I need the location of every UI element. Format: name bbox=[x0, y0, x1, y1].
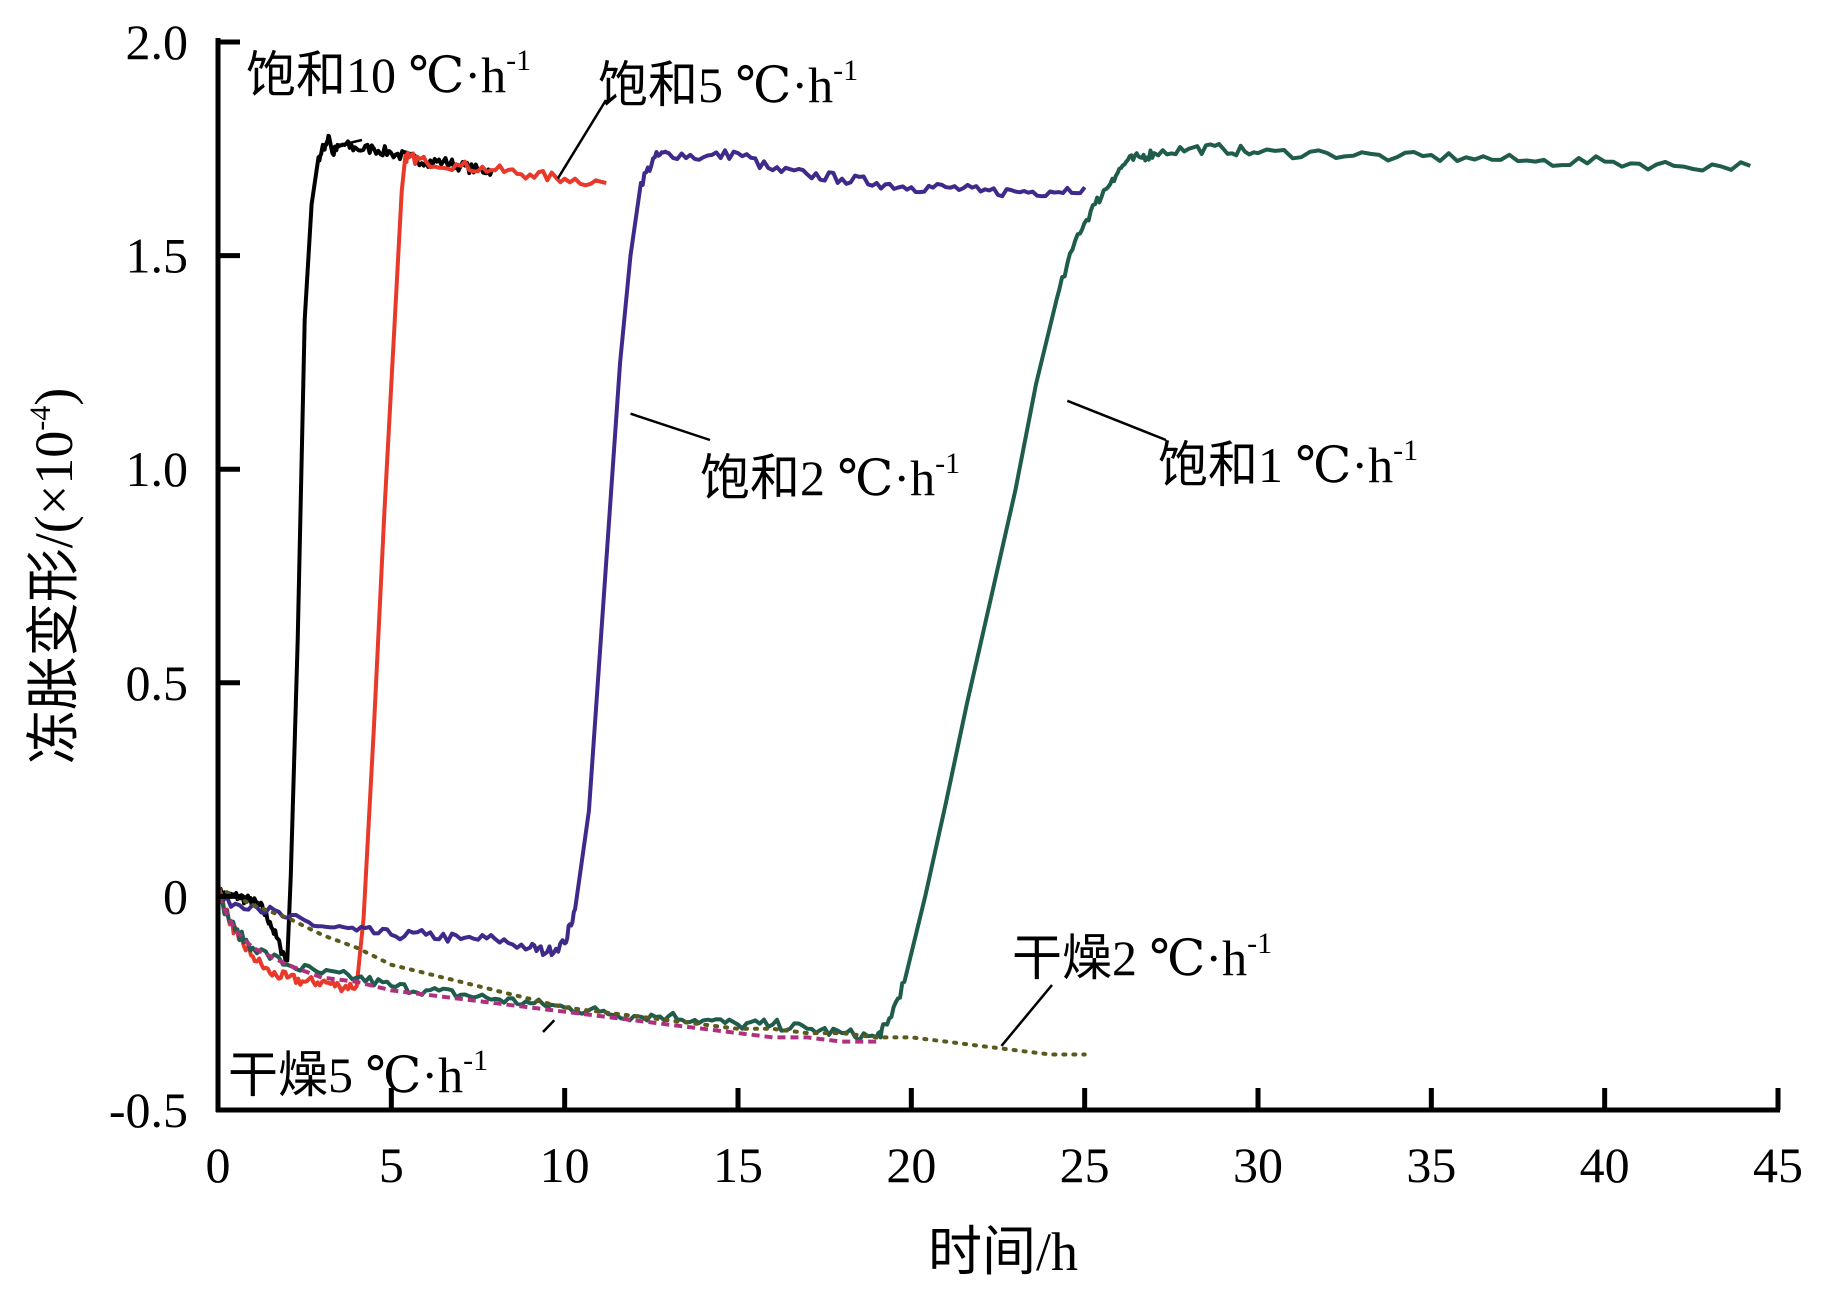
series-labels: 饱和10 ℃·h-1 饱和5 ℃·h-1 饱和2 ℃·h-1 饱和1 ℃·h-1… bbox=[228, 44, 1418, 1103]
series-label-sat1: 饱和1 ℃·h-1 bbox=[1158, 434, 1418, 493]
plot-area: 0 5 10 15 20 25 30 35 40 45 -0.5 0 0.5 1.0 1.5 2.0 bbox=[109, 14, 1803, 1193]
leader-line-sat5 bbox=[556, 99, 608, 180]
x-tick-label: 0 bbox=[206, 1137, 231, 1193]
series-label-sat10-sup: -1 bbox=[506, 44, 531, 77]
label-leaders bbox=[342, 99, 1167, 1047]
series-label-sat2: 饱和2 ℃·h-1 bbox=[700, 447, 960, 506]
leader-line-dry5 bbox=[542, 1019, 556, 1033]
series-label-sat10-main: 饱和10 ℃·h bbox=[246, 47, 506, 103]
y-axis-title-main: 冻胀变形/(×10 bbox=[24, 431, 84, 764]
series-label-sat1-main: 饱和1 ℃·h bbox=[1158, 437, 1393, 493]
series-label-dry5-main: 干燥5 ℃·h bbox=[228, 1047, 463, 1103]
series-line-dry2 bbox=[216, 885, 1087, 1057]
y-axis-title-tail: ) bbox=[24, 388, 84, 406]
series-line-sat1 bbox=[217, 142, 1752, 1043]
series-label-sat5-main: 饱和5 ℃·h bbox=[598, 57, 833, 113]
leader-line-dry2 bbox=[1000, 984, 1053, 1047]
series-line-sat2 bbox=[217, 148, 1087, 958]
leader-line-sat2 bbox=[630, 412, 711, 442]
leader-line-sat1 bbox=[1066, 399, 1167, 442]
y-tick-label: 0 bbox=[163, 868, 188, 924]
x-tick-label: 45 bbox=[1753, 1137, 1803, 1193]
x-tick-label: 25 bbox=[1060, 1137, 1110, 1193]
x-tick-label: 40 bbox=[1580, 1137, 1630, 1193]
x-tick-label: 35 bbox=[1406, 1137, 1456, 1193]
y-axis-title-sup: -4 bbox=[24, 406, 57, 431]
series-label-dry2-sup: -1 bbox=[1247, 927, 1272, 960]
y-tick-label: 1.0 bbox=[126, 441, 189, 497]
leader-line-sat10 bbox=[342, 138, 363, 146]
series-label-dry2: 干燥2 ℃·h-1 bbox=[1012, 927, 1272, 986]
x-tick-label: 15 bbox=[713, 1137, 763, 1193]
series-label-sat5: 饱和5 ℃·h-1 bbox=[598, 54, 858, 113]
y-tick-label: 1.5 bbox=[126, 228, 189, 284]
series-label-sat2-sup: -1 bbox=[935, 447, 960, 480]
x-tick-label: 20 bbox=[886, 1137, 936, 1193]
series-label-sat2-main: 饱和2 ℃·h bbox=[700, 450, 935, 506]
x-axis-title: 时间/h bbox=[928, 1222, 1078, 1282]
y-tick-label: -0.5 bbox=[109, 1082, 188, 1138]
series-label-sat1-sup: -1 bbox=[1393, 434, 1418, 467]
series-label-sat5-sup: -1 bbox=[833, 54, 858, 87]
series-label-dry5-sup: -1 bbox=[463, 1044, 488, 1077]
series-label-sat10: 饱和10 ℃·h-1 bbox=[246, 44, 531, 103]
series-label-dry2-main: 干燥2 ℃·h bbox=[1012, 930, 1247, 986]
y-axis-title: 冻胀变形/(×10-4) bbox=[24, 388, 84, 764]
series-line-sat5 bbox=[216, 150, 607, 994]
y-tick-label: 2.0 bbox=[126, 14, 189, 70]
series-layer bbox=[216, 133, 1752, 1057]
x-tick-label: 5 bbox=[379, 1137, 404, 1193]
series-label-dry5: 干燥5 ℃·h-1 bbox=[228, 1044, 488, 1103]
x-tick-label: 30 bbox=[1233, 1137, 1283, 1193]
series-line-sat10 bbox=[216, 133, 494, 963]
y-tick-label: 0.5 bbox=[126, 655, 189, 711]
x-tick-label: 10 bbox=[540, 1137, 590, 1193]
axis-ticks: 0 5 10 15 20 25 30 35 40 45 -0.5 0 0.5 1.0 1.5 2.0 bbox=[109, 14, 1803, 1193]
